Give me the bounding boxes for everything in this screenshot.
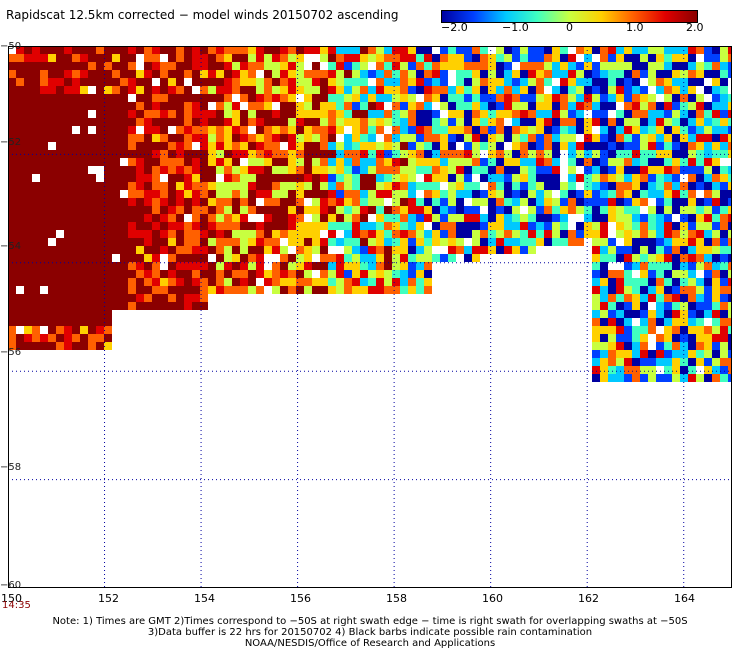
map-grid — [8, 46, 732, 588]
lon-label: 154 — [194, 592, 215, 605]
lon-label: 160 — [482, 592, 503, 605]
lat-label: −54 — [0, 241, 22, 252]
map-frame — [8, 46, 732, 588]
lon-label: 150 — [1, 592, 22, 605]
lat-label: −58 — [0, 462, 22, 473]
wind-cells — [8, 46, 732, 382]
colorbar-tick: 0 — [566, 21, 573, 34]
lon-label: 156 — [290, 592, 311, 605]
note-line-3: NOAA/NESDIS/Office of Research and Appli… — [244, 638, 496, 649]
lon-label: 162 — [578, 592, 599, 605]
lat-label: −52 — [0, 137, 22, 148]
lon-label: 164 — [674, 592, 695, 605]
lat-label: −60 — [0, 580, 22, 591]
lon-label: 152 — [98, 592, 119, 605]
colorbar — [441, 10, 698, 23]
colorbar-tick: 1.0 — [626, 21, 644, 34]
lon-label: 158 — [386, 592, 407, 605]
map-title: Rapidscat 12.5km corrected − model winds… — [6, 8, 399, 22]
colorbar-tick: −2.0 — [441, 21, 468, 34]
note-line-1: Note: 1) Times are GMT 2)Times correspon… — [52, 616, 688, 627]
colorbar-tick: 2.0 — [686, 21, 704, 34]
lat-label: −56 — [0, 347, 22, 358]
note-line-2: 3)Data buffer is 22 hrs for 20150702 4) … — [147, 627, 593, 638]
colorbar-tick: −1.0 — [502, 21, 529, 34]
lat-label: −50 — [0, 41, 22, 52]
wind-difference-map — [8, 46, 732, 588]
swath-time-label: 14:35 — [2, 600, 31, 611]
